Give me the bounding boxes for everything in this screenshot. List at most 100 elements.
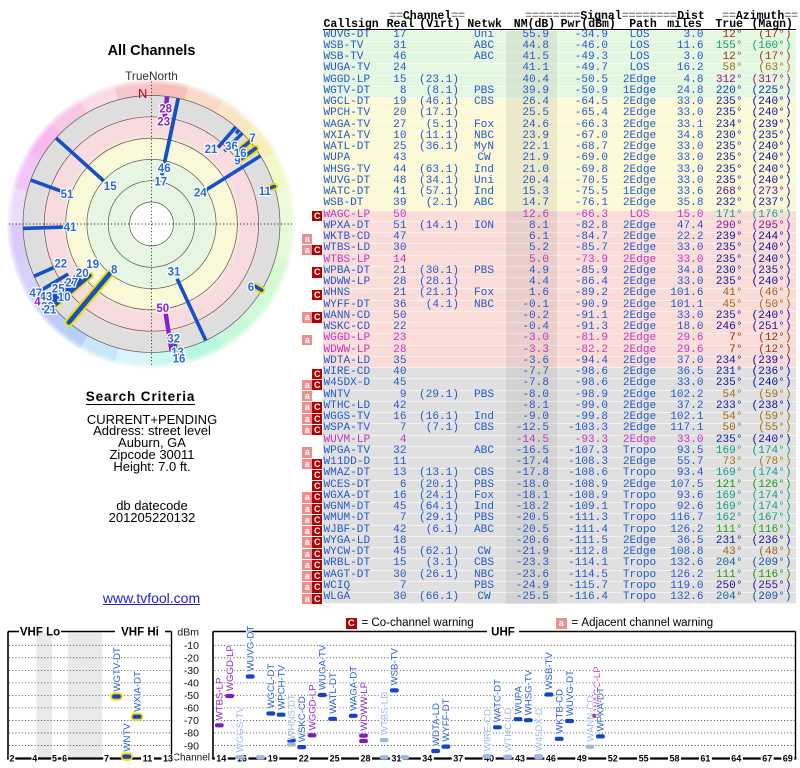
- svg-text:WANN-CD: WANN-CD: [585, 696, 596, 742]
- svg-text:WAGA-DT: WAGA-DT: [349, 666, 360, 711]
- svg-text:WTHC-LD: WTHC-LD: [503, 707, 514, 751]
- svg-text:WDTA-LD: WDTA-LD: [431, 703, 442, 746]
- svg-text:37: 37: [453, 754, 463, 764]
- svg-text:32: 32: [167, 333, 180, 345]
- svg-text:69: 69: [783, 754, 793, 764]
- svg-text:16: 16: [234, 148, 247, 160]
- svg-text:WIRE-CD: WIRE-CD: [482, 709, 493, 751]
- svg-text:55: 55: [639, 754, 649, 764]
- svg-text:WATL-DT: WATL-DT: [328, 672, 339, 714]
- svg-text:28: 28: [360, 754, 370, 764]
- svg-text:17: 17: [154, 176, 167, 188]
- svg-text:22: 22: [54, 259, 67, 271]
- svg-text:67: 67: [762, 754, 772, 764]
- svg-text:21: 21: [205, 144, 218, 156]
- svg-text:22: 22: [299, 754, 309, 764]
- svg-text:WGGD-LP: WGGD-LP: [307, 684, 318, 730]
- svg-text:43: 43: [515, 754, 525, 764]
- svg-text:13: 13: [171, 347, 184, 359]
- svg-text:10: 10: [58, 292, 71, 304]
- svg-text:6: 6: [62, 754, 67, 764]
- svg-text:WTBS-LD: WTBS-LD: [379, 692, 390, 735]
- svg-text:52: 52: [608, 754, 618, 764]
- svg-text:24: 24: [194, 188, 207, 200]
- svg-text:21: 21: [44, 305, 57, 317]
- svg-text:WGGD-LP: WGGD-LP: [225, 645, 236, 691]
- svg-text:WAGC-LP: WAGC-LP: [592, 666, 603, 710]
- svg-text:-20: -20: [184, 653, 199, 665]
- svg-text:11: 11: [143, 754, 153, 764]
- svg-text:23: 23: [157, 116, 170, 128]
- svg-text:WSKC-CD: WSKC-CD: [297, 696, 308, 742]
- svg-text:36: 36: [225, 141, 238, 153]
- svg-text:WKTB-CD: WKTB-CD: [555, 689, 566, 734]
- svg-text:WUVG-DT: WUVG-DT: [565, 670, 576, 716]
- svg-text:WGCL-DT: WGCL-DT: [266, 664, 277, 709]
- svg-text:43: 43: [40, 292, 53, 304]
- svg-text:4: 4: [32, 754, 37, 764]
- svg-text:19: 19: [268, 754, 278, 764]
- svg-text:49: 49: [577, 754, 587, 764]
- svg-text:WSB-TV: WSB-TV: [390, 647, 401, 685]
- svg-text:WUGA-TV: WUGA-TV: [318, 644, 329, 690]
- svg-text:4: 4: [34, 297, 41, 309]
- svg-text:7: 7: [104, 754, 109, 764]
- svg-text:-30: -30: [184, 665, 199, 677]
- svg-text:2: 2: [9, 754, 14, 764]
- svg-text:5: 5: [52, 754, 57, 764]
- svg-text:W45DX-D: W45DX-D: [534, 708, 545, 751]
- svg-text:61: 61: [700, 754, 710, 764]
- svg-text:51: 51: [61, 189, 74, 201]
- svg-text:6: 6: [248, 282, 254, 294]
- svg-text:8: 8: [111, 264, 118, 276]
- svg-text:41: 41: [64, 222, 77, 234]
- svg-text:UHF: UHF: [491, 627, 515, 639]
- svg-text:20: 20: [76, 268, 89, 280]
- svg-text:VHF Hi: VHF Hi: [121, 627, 159, 639]
- svg-text:-50: -50: [184, 690, 199, 702]
- svg-text:WUPA: WUPA: [513, 686, 524, 715]
- svg-text:9: 9: [234, 156, 240, 168]
- svg-text:WNTV: WNTV: [122, 723, 133, 752]
- svg-text:50: 50: [156, 303, 169, 315]
- svg-text:WHNS-DT: WHNS-DT: [287, 694, 298, 739]
- svg-text:46: 46: [158, 163, 171, 175]
- svg-text:-40: -40: [184, 678, 199, 690]
- svg-text:40: 40: [484, 754, 494, 764]
- svg-text:Channel: Channel: [173, 753, 210, 764]
- svg-text:WGGS-TV: WGGS-TV: [235, 706, 246, 752]
- svg-text:13: 13: [163, 754, 173, 764]
- svg-text:19: 19: [86, 259, 99, 271]
- svg-text:14: 14: [216, 754, 226, 764]
- svg-text:VHF Lo: VHF Lo: [20, 627, 60, 639]
- svg-text:-70: -70: [184, 715, 199, 727]
- svg-text:34: 34: [422, 754, 432, 764]
- svg-text:16: 16: [173, 354, 186, 366]
- svg-text:WYFF-DT: WYFF-DT: [441, 698, 452, 741]
- svg-text:58: 58: [669, 754, 679, 764]
- svg-text:28: 28: [159, 104, 172, 116]
- svg-text:7: 7: [249, 133, 255, 145]
- svg-text:WHSG-TV: WHSG-TV: [524, 669, 535, 715]
- svg-text:-60: -60: [184, 703, 199, 715]
- svg-text:11: 11: [259, 186, 272, 198]
- svg-text:47: 47: [29, 288, 42, 300]
- svg-text:WGTV-DT: WGTV-DT: [112, 647, 123, 691]
- svg-text:-10: -10: [184, 640, 199, 652]
- svg-text:25: 25: [52, 284, 65, 296]
- svg-text:39: 39: [41, 302, 54, 314]
- svg-text:WTBS-LP: WTBS-LP: [215, 678, 226, 721]
- svg-text:27: 27: [65, 278, 78, 290]
- svg-text:31: 31: [168, 266, 181, 278]
- svg-text:-80: -80: [184, 728, 199, 740]
- svg-text:31: 31: [391, 754, 401, 764]
- svg-text:WPCH-TV: WPCH-TV: [276, 664, 287, 709]
- svg-text:dBm: dBm: [177, 627, 199, 639]
- svg-text:25: 25: [330, 754, 340, 764]
- svg-text:WSB-TV: WSB-TV: [544, 652, 555, 690]
- svg-text:WATC-DT: WATC-DT: [493, 679, 504, 722]
- svg-text:15: 15: [104, 181, 117, 193]
- svg-text:WDWW-LP: WDWW-LP: [359, 682, 370, 731]
- svg-text:WPXA-DT: WPXA-DT: [596, 687, 607, 731]
- svg-text:64: 64: [731, 754, 741, 764]
